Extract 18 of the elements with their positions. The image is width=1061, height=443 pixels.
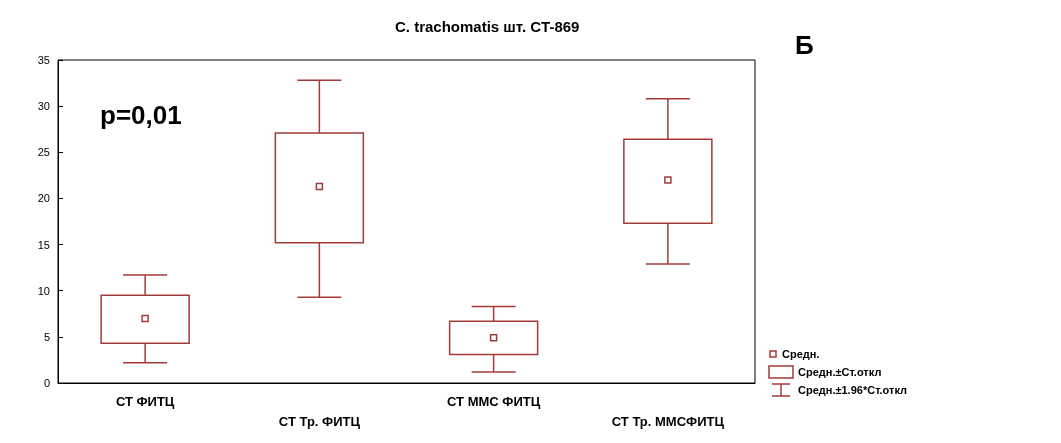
y-tick-label: 10	[37, 284, 50, 297]
text: Средн.±1.96*Ст.откл	[798, 384, 908, 396]
y-tick-label: 15	[37, 238, 50, 251]
text: Б	[795, 30, 814, 61]
x-tick-label: СТ ФИТЦ	[115, 393, 175, 409]
annotation: p=0,01	[100, 100, 182, 131]
x-tick-label: СТ Тр. ММСФИТЦ	[611, 413, 725, 429]
y-tick-label: 0	[43, 377, 50, 389]
y-tick-label: 20	[37, 192, 50, 205]
chart-title: C. trachomatis шт. CT-869	[395, 18, 580, 35]
text: Средн.	[782, 348, 820, 360]
y-tick-label: 5	[43, 330, 50, 343]
y-tick-label: 30	[37, 100, 50, 113]
x-tick-label: СТ ММС ФИТЦ	[447, 393, 541, 409]
x-tick-label: СТ Тр. ФИТЦ	[278, 413, 361, 429]
text: Средн.±Ст.откл	[798, 366, 882, 378]
y-tick-label: 35	[37, 54, 50, 66]
y-tick-label: 25	[37, 146, 50, 159]
